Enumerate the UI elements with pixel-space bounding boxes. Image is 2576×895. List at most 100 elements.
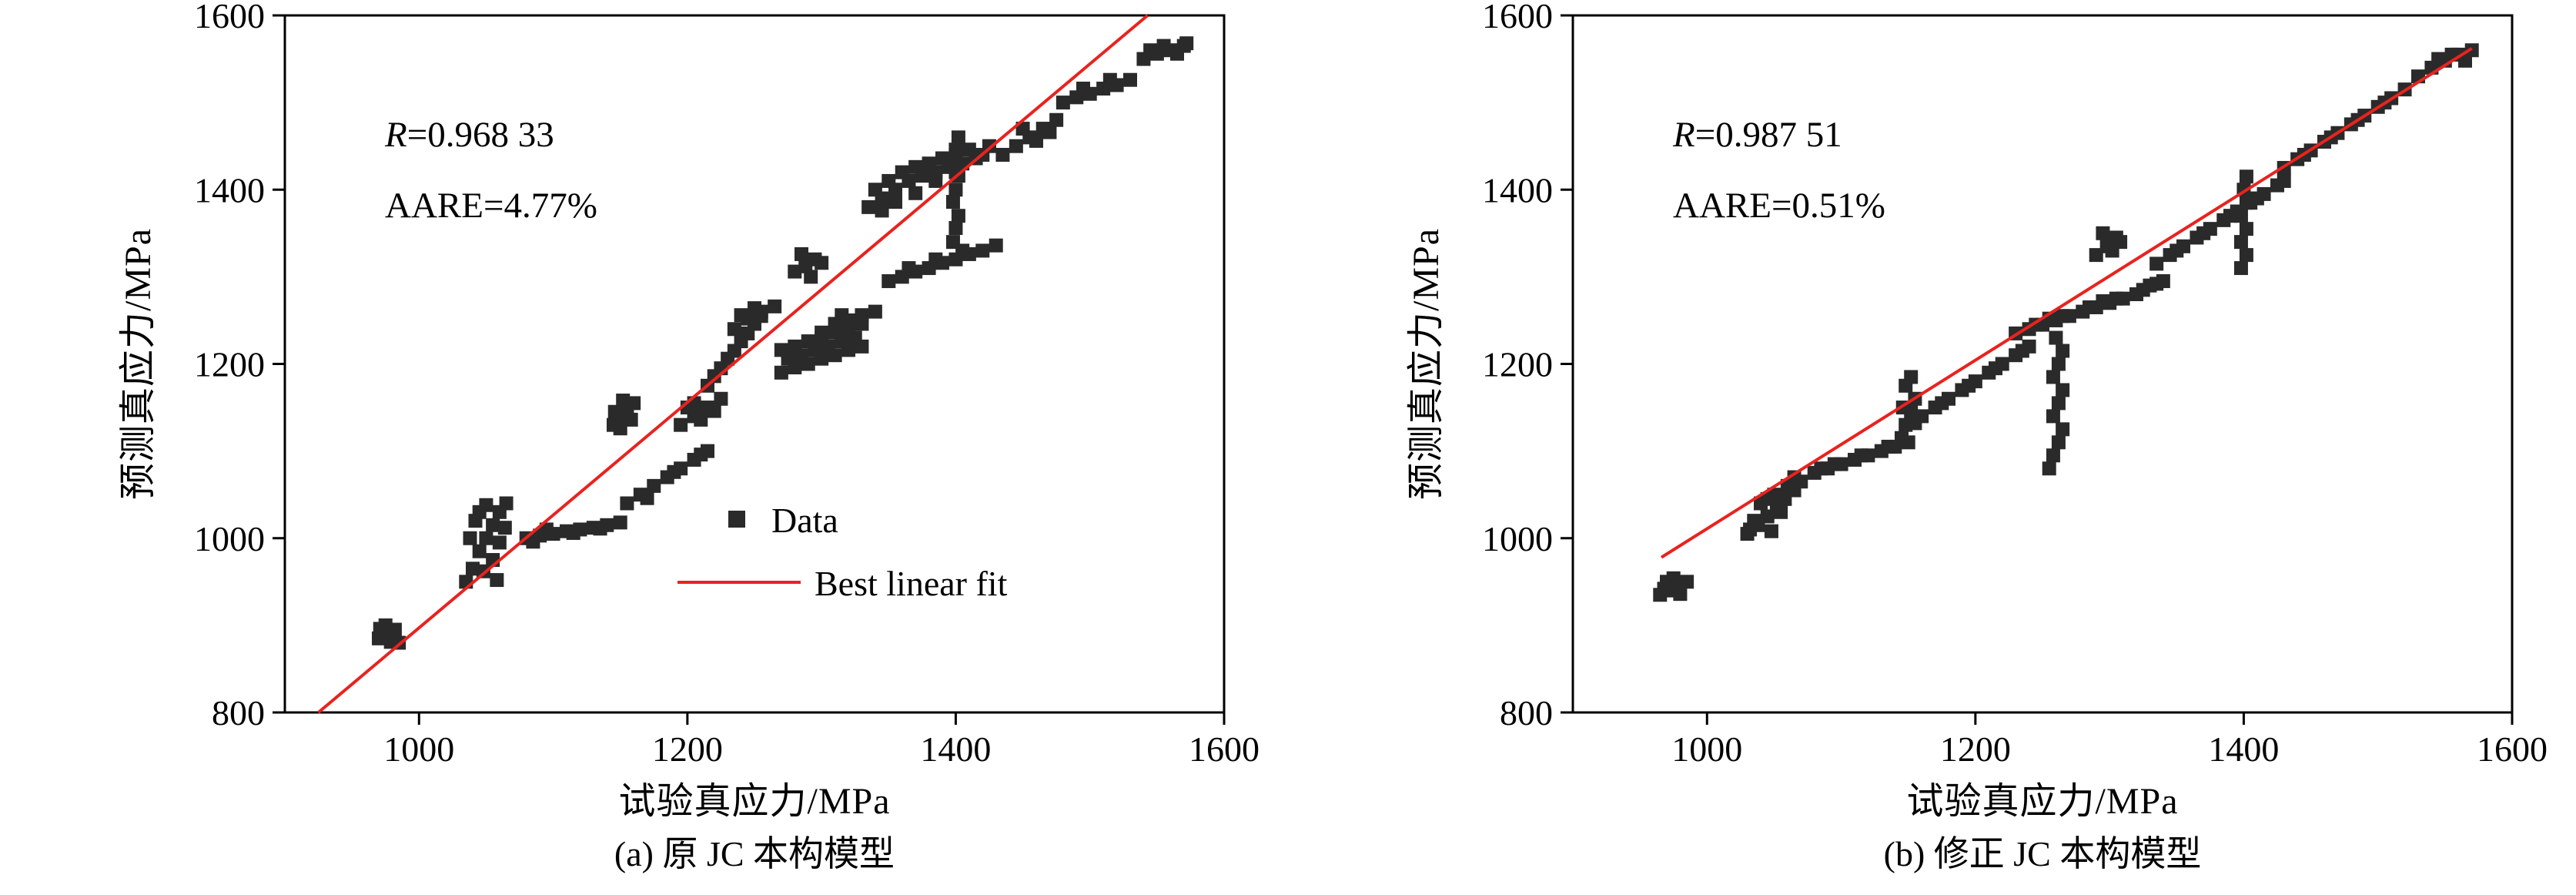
data-points (1653, 43, 2479, 602)
data-point (1743, 522, 1758, 537)
data-point (861, 199, 876, 214)
data-point (492, 535, 507, 550)
best-fit-line (317, 14, 1149, 714)
data-point (2136, 283, 2150, 297)
data-point (627, 396, 641, 411)
y-tick-label: 1000 (194, 519, 265, 558)
data-point (2015, 344, 2029, 358)
x-tick-label: 1600 (2477, 729, 2548, 769)
data-point (714, 391, 728, 406)
data-points (372, 36, 1194, 650)
data-point (2223, 209, 2237, 223)
data-point (593, 521, 607, 536)
data-point (804, 270, 818, 284)
data-point (694, 412, 708, 427)
data-point (1895, 431, 1909, 445)
data-point (466, 561, 480, 576)
data-point (1787, 470, 1802, 484)
data-point (945, 235, 960, 250)
data-point (2239, 196, 2253, 210)
data-point (2250, 191, 2264, 206)
data-point (902, 261, 916, 276)
data-point (788, 339, 802, 354)
data-point (882, 274, 896, 289)
data-point (948, 221, 963, 236)
data-point (1935, 396, 1949, 411)
data-point (1657, 582, 1671, 596)
data-point (2239, 248, 2253, 263)
data-point (2056, 422, 2070, 437)
y-axis-label: 预测真应力/MPa (1406, 228, 1447, 500)
y-tick-label: 800 (212, 693, 265, 732)
data-point (2170, 243, 2184, 258)
data-point (616, 394, 631, 408)
data-point (1170, 46, 1184, 61)
x-tick-label: 1400 (2208, 729, 2279, 769)
y-tick-label: 1600 (1482, 0, 1553, 35)
data-point (928, 252, 943, 266)
data-point (624, 412, 638, 427)
data-point (2196, 226, 2211, 240)
y-tick-label: 1600 (194, 0, 265, 35)
data-point (490, 573, 504, 588)
data-point (2089, 248, 2103, 263)
x-axis-label-b: 试验真应力/MPa (1906, 781, 2179, 822)
caption-a: (a) 原 JC 本构模型 (614, 834, 895, 873)
x-tick-label: 1600 (1189, 729, 1260, 769)
data-point (962, 142, 976, 157)
data-point (2239, 169, 2253, 184)
data-point (868, 183, 882, 197)
data-point (788, 264, 802, 279)
data-point (640, 491, 654, 505)
data-point (472, 544, 487, 558)
data-point (868, 304, 882, 319)
data-point (387, 622, 402, 637)
data-point (888, 195, 902, 210)
data-point (928, 173, 943, 188)
data-point (2056, 309, 2070, 323)
data-point (948, 142, 963, 157)
y-tick-label: 1000 (1482, 519, 1553, 558)
data-point (1774, 504, 1788, 519)
data-point (1009, 139, 1023, 153)
data-point (613, 515, 627, 530)
data-point (1989, 361, 2002, 376)
data-point (1156, 39, 1171, 53)
data-point (647, 478, 661, 493)
data-point (539, 522, 554, 537)
x-tick-label: 1200 (652, 729, 723, 769)
data-point (774, 365, 788, 380)
data-point (2042, 461, 2056, 476)
data-point (2051, 396, 2066, 411)
data-point (694, 448, 708, 462)
legend-label-data: Data (771, 501, 838, 540)
y-tick-label: 1400 (1482, 170, 1553, 210)
stat-annotation: R=0.968 33 (384, 115, 554, 155)
x-tick-label: 1000 (383, 729, 454, 769)
data-point (908, 159, 923, 174)
data-point (463, 531, 477, 545)
data-point (951, 130, 965, 145)
data-point (1881, 439, 1895, 454)
data-point (566, 525, 580, 540)
data-point (721, 351, 735, 366)
data-point (995, 148, 1010, 162)
data-point (2109, 291, 2123, 306)
data-point (1042, 125, 1057, 139)
data-point (667, 464, 681, 479)
data-point (613, 421, 627, 436)
data-point (2046, 370, 2060, 384)
legend-label-fit: Best linear fit (815, 564, 1008, 603)
data-point (2056, 383, 2070, 397)
data-point (855, 308, 869, 323)
x-tick-label: 1200 (1940, 729, 2011, 769)
data-point (908, 186, 923, 200)
data-point (479, 531, 493, 545)
data-point (768, 299, 782, 313)
data-point (1123, 72, 1137, 87)
data-point (1764, 524, 1778, 538)
data-point (2096, 294, 2110, 309)
data-point (727, 322, 741, 337)
legend-marker-data (728, 511, 745, 528)
